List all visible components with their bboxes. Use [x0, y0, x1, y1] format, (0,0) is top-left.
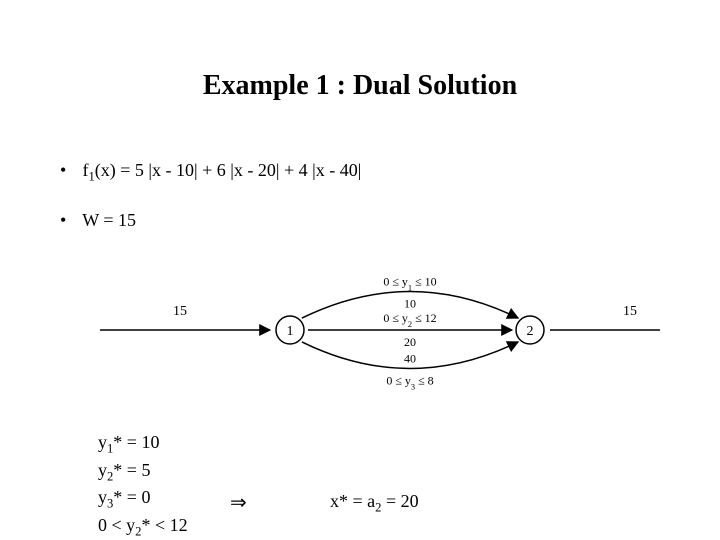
svg-text:15: 15 — [623, 304, 637, 319]
results-block: y1* = 10 y2* = 5 y3* = 0 0 < y2* < 12 — [98, 430, 188, 540]
bullet-w: • W = 15 — [60, 210, 136, 231]
dual-network-diagram: 15 15 10 0 ≤ y1 ≤ 10 20 0 ≤ y2 ≤ 12 40 0 ≤ y3 ≤… — [60, 235, 660, 415]
result-y2: y2* = 5 — [98, 458, 188, 486]
result-y2-range: 0 < y2* < 12 — [98, 513, 188, 540]
svg-text:0 ≤ y3 ≤ 8: 0 ≤ y3 ≤ 8 — [386, 373, 433, 391]
bullet-dot: • — [60, 210, 78, 231]
implies-icon: ⇒ — [230, 490, 247, 515]
svg-text:0 ≤ y1 ≤ 10: 0 ≤ y1 ≤ 10 — [383, 275, 436, 293]
result-y3: y3* = 0 — [98, 485, 188, 513]
svg-text:10: 10 — [404, 297, 416, 311]
svg-text:2: 2 — [527, 324, 534, 339]
conclusion: x* = a2 = 20 — [330, 491, 419, 516]
svg-text:1: 1 — [287, 324, 294, 339]
svg-text:40: 40 — [404, 351, 416, 365]
bullet-f1: • f1(x) = 5 |x - 10| + 6 |x - 20| + 4 |x… — [60, 160, 361, 185]
svg-text:0 ≤ y2 ≤ 12: 0 ≤ y2 ≤ 12 — [383, 311, 436, 329]
svg-text:20: 20 — [404, 335, 416, 349]
page-title: Example 1 : Dual Solution — [0, 70, 720, 102]
svg-text:15: 15 — [173, 304, 187, 319]
bullet-dot: • — [60, 160, 78, 181]
f1-rest: (x) = 5 |x - 10| + 6 |x - 20| + 4 |x - 4… — [95, 160, 362, 180]
result-y1: y1* = 10 — [98, 430, 188, 458]
w-text: W = 15 — [82, 210, 136, 230]
